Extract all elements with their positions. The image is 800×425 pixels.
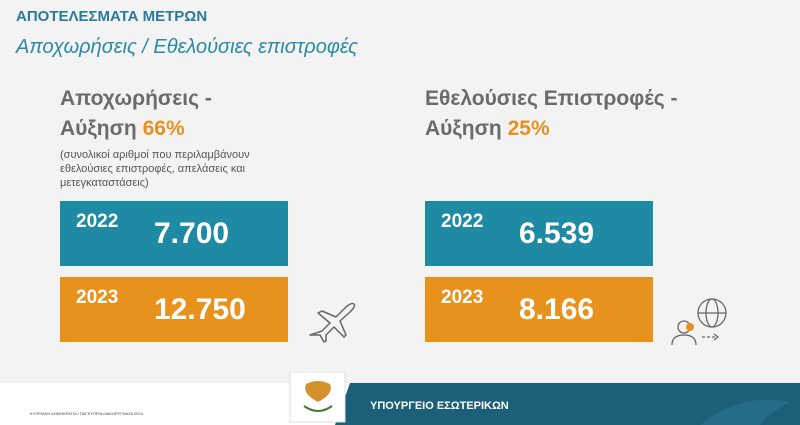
section-subtitle: Αποχωρήσεις / Εθελούσιες επιστροφές xyxy=(16,36,358,58)
year: 2023 xyxy=(441,287,484,308)
plane-icon xyxy=(309,302,356,343)
increase: 66% xyxy=(142,117,185,140)
value: 6.539 xyxy=(519,217,595,250)
note: (συνολικοί αριθμοί που περιλαμβάνουν εθε… xyxy=(60,149,250,189)
year: 2023 xyxy=(76,287,119,308)
stat-box: 2023 8.166 xyxy=(425,277,653,342)
stat-box: 2023 12.750 xyxy=(60,277,288,342)
left-title: Αποχωρήσεις - Αύξηση 66% xyxy=(60,84,212,144)
title-text: Αύξηση xyxy=(425,117,502,140)
right-title: Εθελούσιες Επιστροφές - Αύξηση 25% xyxy=(425,84,677,144)
year: 2022 xyxy=(441,211,484,232)
title-text: Αύξηση xyxy=(60,117,137,140)
title-line: Εθελούσιες Επιστροφές - xyxy=(425,87,678,110)
section-label: ΑΠΟΤΕΛΕΣΜΑΤΑ ΜΕΤΡΩΝ xyxy=(16,8,208,25)
ministry: ΥΠΟΥΡΓΕΙΟ ΕΣΩΤΕΡΙΚΩΝ xyxy=(370,400,509,412)
title-line: Αποχωρήσεις - xyxy=(60,87,212,110)
stat-box: 2022 7.700 xyxy=(60,201,288,266)
increase: 25% xyxy=(507,117,550,140)
stat-box: 2022 6.539 xyxy=(425,201,653,266)
footer-band xyxy=(289,372,800,425)
return-icon xyxy=(671,298,727,346)
value: 8.166 xyxy=(519,293,595,326)
title-line: Αύξηση 25% xyxy=(425,114,677,144)
value: 12.750 xyxy=(154,293,246,326)
value: 7.700 xyxy=(154,217,230,250)
year: 2022 xyxy=(76,211,119,232)
footer-note: ΚΥΠΡΙΑΚΗ ΔΗΜΟΚΡΑΤΙΑ / ΠΑΓΚΥΠΡΙΑ ΔΙΑΚΗΡΥΓ… xyxy=(30,411,143,416)
title-line: Αύξηση 66% xyxy=(60,114,212,144)
